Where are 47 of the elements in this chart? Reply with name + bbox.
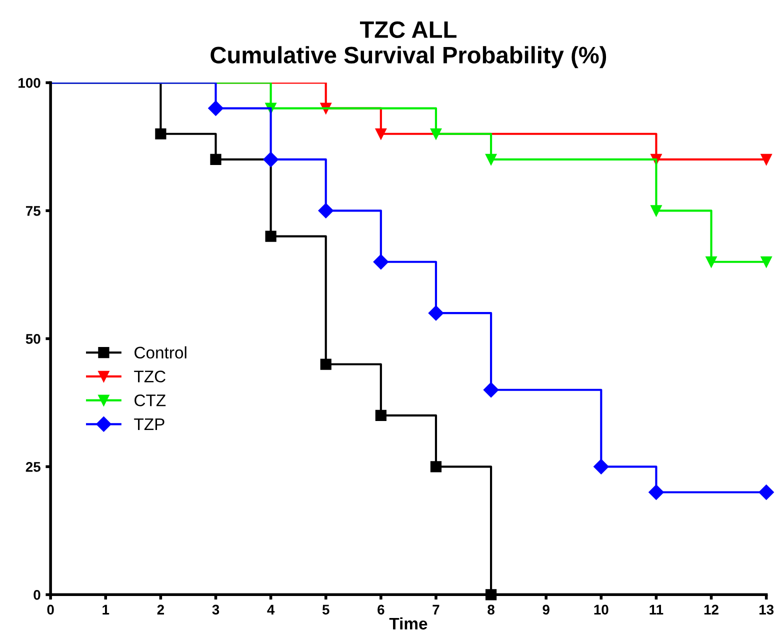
y-tick-label: 100: [18, 78, 40, 88]
point: [375, 410, 386, 422]
x-tick-label: 1: [102, 604, 110, 614]
point: [375, 128, 386, 140]
x-tick-label: 11: [650, 604, 664, 614]
chart-title: TZC ALL Cumulative Survival Probability (%): [210, 21, 606, 68]
x-tick-label: 10: [594, 604, 608, 615]
point: [760, 154, 772, 166]
point: [373, 254, 388, 270]
x-tick-label: 4: [267, 604, 275, 614]
y-tick-label: 75: [26, 206, 40, 216]
point: [208, 100, 224, 116]
point: [155, 128, 166, 140]
x-tick-label: 7: [432, 604, 440, 614]
legend-label: Control: [134, 346, 186, 359]
y-tick-label: 0: [34, 590, 40, 600]
legend-label: TZP: [134, 418, 164, 430]
point: [758, 484, 774, 500]
point: [265, 230, 276, 242]
x-tick-label: 2: [157, 604, 164, 614]
x-tick-label: 9: [542, 604, 550, 615]
point: [430, 461, 442, 472]
point: [483, 382, 499, 398]
point: [760, 256, 772, 268]
point: [430, 128, 442, 140]
x-tick-label: 0: [47, 604, 54, 615]
x-axis-title: Time: [389, 617, 428, 630]
x-tick-label: 6: [378, 604, 384, 615]
point: [263, 152, 278, 168]
x-tick-label: 3: [212, 604, 220, 615]
y-tick-label: 50: [26, 334, 40, 344]
point: [428, 306, 444, 321]
legend-label: CTZ: [134, 394, 166, 406]
point: [650, 205, 662, 216]
point: [210, 154, 222, 166]
point: [648, 484, 664, 500]
point: [318, 203, 334, 218]
point: [594, 459, 609, 474]
point: [706, 256, 717, 268]
y-tick-label: 25: [26, 462, 40, 472]
x-tick-label: 13: [759, 604, 774, 615]
x-tick-label: 5: [322, 604, 330, 615]
point: [485, 154, 497, 166]
x-tick-label: 12: [704, 604, 718, 614]
x-tick-label: 8: [488, 604, 494, 615]
point: [320, 358, 332, 370]
legend-label: TZC: [134, 370, 166, 382]
